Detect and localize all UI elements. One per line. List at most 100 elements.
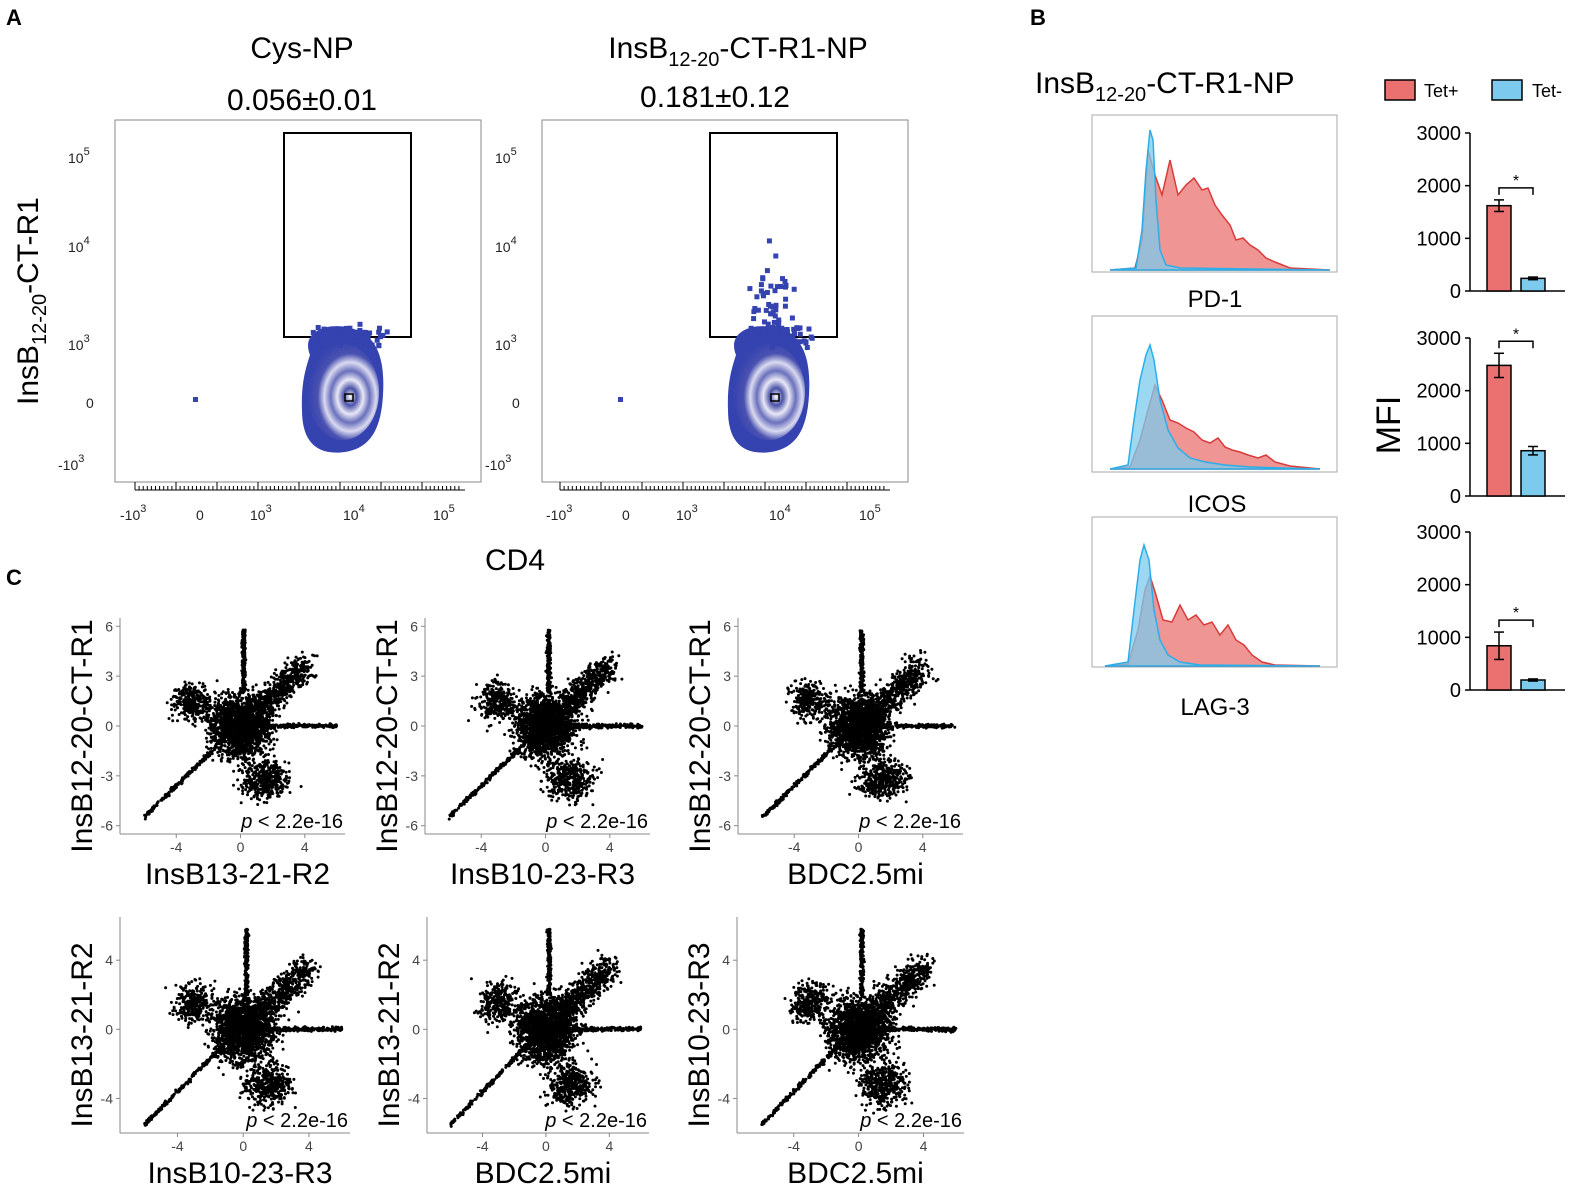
gated-event-dot [319,338,325,344]
scatter-xtick-label: -4 [170,839,183,855]
gated-event-dot [781,339,787,345]
gated-event-dot [356,329,362,335]
gated-event-dot [325,336,331,342]
gated-event-dot [772,313,778,319]
scatter-pvalue: p < 2.2e-16 [545,811,648,833]
bar-ytick-label: 1000 [1417,228,1462,250]
plot-a1-title: Cys-NP [250,32,353,65]
scatter-plot-3: 6 3 0 -3 -6 -4 0 4 InsB12-20-CT-R1 BDC2.5mi p < 2.… [684,618,963,891]
gated-event-dot [330,329,335,335]
bar-ytick-label: 1000 [1417,627,1462,649]
scatter-ytick-label: 6 [723,618,731,634]
scatter-point-cloud [449,927,643,1128]
plot-a1-contour [193,326,384,453]
gated-event-dot [768,283,774,289]
gated-event-dot [768,311,774,317]
gated-event-dot [362,339,368,345]
plot-a1-xtick-neg: -103 [120,503,146,523]
scatter-xtick-label: -4 [476,1138,489,1154]
scatter-ytick-label: -3 [719,768,732,784]
scatter-ytick-label: 3 [105,668,113,684]
plot-a2-ytick-0: 0 [512,395,520,411]
scatter-xtick-label: 0 [542,839,550,855]
gated-event-dot [762,319,767,325]
gated-event-dot [782,278,788,284]
gated-event-dot [740,337,745,343]
scatter-point-cloud [143,927,344,1127]
gated-event-dot [367,330,373,336]
gated-event-dot [764,268,770,274]
gated-event-dot [334,332,340,338]
plot-a1-xtick-1e5: 105 [433,503,455,523]
plot-a1-xaxis: -103 0 103 104 105 [120,482,465,523]
significance-star: * [1513,173,1519,190]
gated-event-dot [780,276,785,282]
gated-event-dot [311,343,317,348]
plot-a2-frame [541,119,909,483]
scatter-points [143,628,339,821]
plot-a1-ytick-0: 0 [86,395,94,411]
gated-event-dot [310,330,316,335]
scatter-points [143,927,344,1127]
scatter-xtick-label: 4 [920,1138,928,1154]
panel-b-ylabel: MFI [1370,396,1408,455]
gated-event-dot [751,316,757,322]
gated-event-dot [344,327,350,333]
gated-event-dot [361,329,367,335]
plot-a1-gate [283,132,412,338]
panel-a-ylabel: InsB12-20-CT-R1 [12,197,51,405]
scatter-xtick-label: 0 [855,839,863,855]
scatter-xtick-label: -4 [475,839,488,855]
gated-event-dot [806,326,812,332]
scatter-ylabel: InsB13-21-R2 [66,942,99,1127]
histogram-lag3-label: LAG-3 [1180,694,1249,721]
gated-event-dot [797,339,803,345]
bar-ytick-label: 0 [1450,281,1461,303]
scatter-xtick-label: 4 [605,1138,613,1154]
panel-c-letter: C [6,565,22,590]
histogram-lag3-tetneg [1104,542,1321,667]
scatter-ytick-label: 6 [410,618,418,634]
gated-event-dot [773,302,779,308]
gated-event-dot [767,327,773,333]
bar-ytick-label: 1000 [1417,433,1462,455]
gated-event-dot [384,329,390,335]
gated-event-dot [376,329,382,335]
gated-event-dot [764,290,770,295]
plot-a2-ytick-1e3: 103 [495,333,517,353]
gated-event-dot [766,238,772,244]
scatter-ytick-label: 3 [410,668,418,684]
scatter-xtick-label: 4 [606,839,614,855]
scatter-pvalue: p < 2.2e-16 [859,1110,962,1132]
gated-event-dot [790,334,796,340]
plot-a2-value: 0.181±0.12 [640,81,790,114]
gated-event-dot [760,291,766,297]
bar-ytick-label: 2000 [1417,176,1462,198]
gated-event-dot [791,286,797,292]
gated-event-dot [357,321,363,327]
significance-star: * [1513,326,1519,343]
histogram-icos-tetneg [1109,342,1321,470]
plot-a1-value: 0.056±0.01 [227,84,377,117]
scatter-xtick-label: 0 [855,1138,863,1154]
gated-event-dot [761,331,767,337]
scatter-xtick-label: 0 [239,1138,247,1154]
gated-event-dot [357,335,363,341]
significance-star: * [1513,605,1519,622]
gated-event-dot [755,307,761,313]
scatter-ylabel: InsB12-20-CT-R1 [66,619,99,852]
gated-event-dot [751,309,757,315]
gated-event-dot [755,327,761,333]
histogram-icos: ICOS [1091,315,1338,518]
gated-event-dot [768,303,773,309]
gated-event-dot [754,294,760,300]
legend-tet-neg-label: Tet- [1532,81,1562,101]
scatter-point-cloud [447,628,644,821]
bar-ytick-label: 0 [1450,680,1461,702]
scatter-pvalue: p < 2.2e-16 [240,811,343,833]
scatter-ytick-label: -3 [406,768,419,784]
scatter-plot-5: 4 0 -4 -4 0 4 InsB13-21-R2 BDC2.5mi p < 2.2e-16 [373,917,649,1190]
gated-event-dot [764,333,770,339]
scatter-ytick-label: -6 [719,818,732,834]
bar-ytick-label: 3000 [1417,123,1462,145]
